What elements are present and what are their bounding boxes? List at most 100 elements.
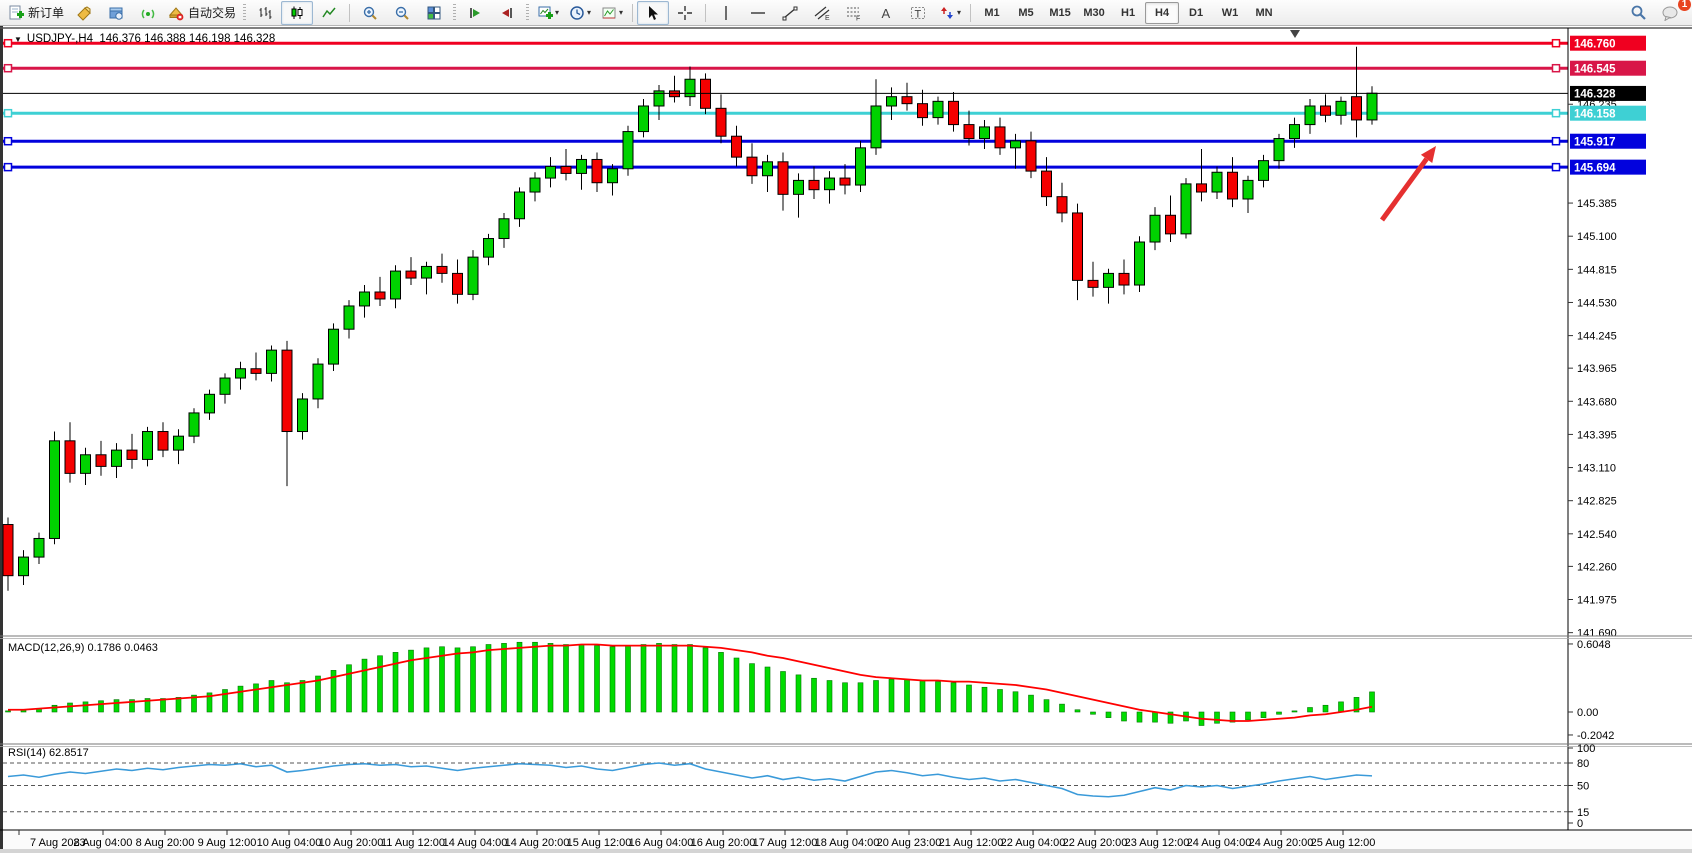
macd-histogram-bar xyxy=(377,655,383,713)
trend-arrow-object[interactable] xyxy=(1379,146,1436,222)
line-handle[interactable] xyxy=(1551,63,1561,73)
price-badge: 145.694 xyxy=(1570,159,1646,175)
new-order-label: 新订单 xyxy=(28,6,65,20)
line-handle[interactable] xyxy=(1551,38,1561,48)
timeframe-button-mn[interactable]: MN xyxy=(1255,6,1273,19)
new-order-button[interactable]: 新订单 xyxy=(4,1,68,25)
chart-shift-button[interactable] xyxy=(491,1,523,25)
chart-canvas[interactable]: 146.235145.385145.100144.815144.530144.2… xyxy=(0,26,1692,853)
candle xyxy=(994,117,1006,155)
horizontal-line-object[interactable] xyxy=(3,136,1568,146)
tile-windows-button[interactable] xyxy=(418,1,450,25)
candle xyxy=(219,373,231,404)
trendline-icon xyxy=(782,6,798,20)
crosshair-button[interactable] xyxy=(669,1,701,25)
zoom-out-button[interactable] xyxy=(386,1,418,25)
candle xyxy=(839,164,851,195)
timeframe-button-d1[interactable]: D1 xyxy=(1189,6,1204,19)
timeframe-button-m1[interactable]: M1 xyxy=(984,6,1000,19)
signals-button[interactable] xyxy=(132,1,164,25)
navigator-button[interactable] xyxy=(100,1,132,25)
line-handle[interactable] xyxy=(1551,108,1561,118)
label-button[interactable]: T xyxy=(902,1,934,25)
toolbar-separator xyxy=(705,3,707,22)
arrow-head[interactable] xyxy=(1420,146,1436,164)
macd-histogram-bar xyxy=(113,699,120,713)
macd-histogram-bar xyxy=(594,645,600,713)
horizontal-line-object[interactable] xyxy=(3,38,1568,48)
macd-histogram-bar xyxy=(98,700,104,713)
text-button[interactable]: A xyxy=(870,1,902,25)
cursor-button[interactable] xyxy=(637,0,670,25)
search-button[interactable] xyxy=(1622,1,1654,25)
candle xyxy=(762,154,773,193)
macd-histogram-bar xyxy=(656,643,662,713)
horizontal-line-button[interactable] xyxy=(742,1,774,25)
arrow-shaft[interactable] xyxy=(1379,157,1429,222)
chart-shift-marker[interactable] xyxy=(1290,30,1300,38)
timeframe-button-h4[interactable]: H4 xyxy=(1145,1,1180,24)
macd-histogram-bar xyxy=(1090,711,1096,715)
line-handle[interactable] xyxy=(1551,162,1561,172)
time-tick-label: 24 Aug 20:00 xyxy=(1249,837,1314,849)
price-axis[interactable]: 146.235145.385145.100144.815144.530144.2… xyxy=(1567,28,1646,830)
templates-button[interactable]: ▾ xyxy=(596,1,628,25)
timeframe-button-h1[interactable]: H1 xyxy=(1121,6,1136,19)
navigator-icon xyxy=(109,7,123,20)
rsi-line xyxy=(7,762,1373,798)
macd-histogram-bar xyxy=(346,664,352,713)
line-handle[interactable] xyxy=(3,136,13,146)
fibonacci-button[interactable]: F xyxy=(838,1,870,25)
timeframe-button-m5[interactable]: M5 xyxy=(1018,6,1034,19)
time-tick-label: 10 Aug 20:00 xyxy=(319,837,384,849)
notifications-button[interactable]: 1 xyxy=(1654,0,1691,25)
equidistant-channel-button[interactable]: E xyxy=(806,1,838,25)
candle-body xyxy=(746,156,758,177)
macd-histogram-bar xyxy=(966,684,972,713)
macd-histogram-bar xyxy=(1260,711,1267,718)
candle-body xyxy=(1320,105,1331,116)
candle xyxy=(126,433,138,469)
macd-histogram-bar xyxy=(253,683,259,713)
line-handle[interactable] xyxy=(3,108,13,118)
candlestick-chart-button[interactable] xyxy=(281,0,314,25)
horizontal-line-object[interactable] xyxy=(3,63,1568,73)
macd-histogram-bar xyxy=(1074,709,1081,713)
periods-button[interactable]: ▾ xyxy=(564,1,596,25)
price-badge: 146.545 xyxy=(1570,60,1646,76)
vertical-line-button[interactable] xyxy=(710,1,742,25)
trendline-button[interactable] xyxy=(774,1,806,25)
bar-chart-button[interactable] xyxy=(249,1,281,25)
chart-area[interactable]: 146.235 145.385 145.100 144.815 144.530 144.2… xyxy=(0,26,1692,853)
toolbar-separator xyxy=(970,3,972,22)
candle xyxy=(1180,178,1192,239)
macd-histogram-bar xyxy=(997,689,1003,713)
chevron-down-icon: ▾ xyxy=(587,8,592,17)
macd-histogram-bar xyxy=(423,647,430,713)
arrows-button[interactable]: ▾ xyxy=(934,1,966,25)
auto-scroll-button[interactable] xyxy=(459,1,491,25)
autotrading-button[interactable]: 自动交易 xyxy=(164,1,240,25)
line-handle[interactable] xyxy=(1551,136,1561,146)
timeframe-button-m30[interactable]: M30 xyxy=(1083,6,1105,19)
line-handle[interactable] xyxy=(3,63,13,73)
line-handle[interactable] xyxy=(3,162,13,172)
candle-body xyxy=(793,179,804,195)
candle xyxy=(1041,157,1052,206)
chart-dropdown-icon[interactable]: ▼ xyxy=(14,35,22,44)
timeframe-button-w1[interactable]: W1 xyxy=(1221,6,1239,19)
timeframe-button-m15[interactable]: M15 xyxy=(1049,6,1071,19)
zoom-in-button[interactable] xyxy=(354,1,386,25)
line-handle[interactable] xyxy=(3,38,13,48)
horizontal-line-icon xyxy=(751,11,766,14)
price-pane[interactable] xyxy=(2,38,1568,591)
price-tick-label: 141.690 xyxy=(1577,628,1617,640)
candle-body xyxy=(483,238,494,258)
price-badge-bg xyxy=(1570,35,1646,51)
line-chart-button[interactable] xyxy=(313,1,345,25)
candle xyxy=(250,352,262,381)
new-chart-button[interactable]: ▾ xyxy=(532,1,564,25)
fibonacci-icon: F xyxy=(847,7,860,21)
market-watch-button[interactable] xyxy=(68,1,100,25)
